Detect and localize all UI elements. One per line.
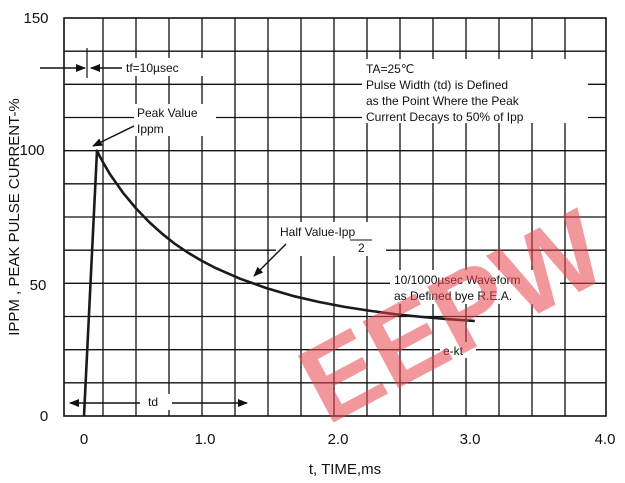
- peak-arrow: [92, 125, 135, 147]
- x-tick-label: 3.0: [460, 431, 481, 448]
- x-axis-title: t, TIME,ms: [309, 461, 381, 478]
- y-tick-label: 0: [40, 408, 48, 425]
- ta-note-line: Pulse Width (td) is Defined: [366, 78, 508, 92]
- half-value-label: Half Value-Ipp: [280, 225, 355, 239]
- tf-label: tf=10µsec: [126, 61, 179, 75]
- half-value-denominator: 2: [358, 241, 365, 255]
- half-value-arrow: [253, 243, 287, 277]
- peak-label-line: Ippm: [137, 122, 164, 136]
- tf-annotation: tf=10µsec: [40, 48, 204, 78]
- waveform-annotation: 10/1000µsec Waveform as Defined bye R.E.…: [390, 270, 560, 304]
- ta-note-line: as the Point Where the Peak: [366, 94, 520, 108]
- td-label: td: [148, 395, 158, 409]
- y-tick-label: 150: [23, 10, 48, 27]
- y-tick-label: 100: [19, 142, 44, 159]
- waveform-line: 10/1000µsec Waveform: [394, 273, 521, 287]
- waveform-bg: [390, 270, 560, 304]
- tf-label-bg: [124, 58, 204, 76]
- series-layer: [82, 149, 475, 417]
- ta-note-line: Current Decays to 50% of Ipp: [366, 110, 524, 124]
- x-tick-label: 1.0: [195, 431, 216, 448]
- peak-label-line: Peak Value: [137, 106, 198, 120]
- ekt-bg: [440, 342, 476, 358]
- plot-frame: [63, 17, 607, 417]
- peak-annotation: Peak Value Ippm: [92, 104, 216, 147]
- y-tick-label: 50: [30, 277, 47, 294]
- half-value-annotation: Half Value-Ipp 2: [253, 222, 386, 277]
- x-tick-label: 2.0: [328, 431, 349, 448]
- waveform-line: as Defined bye R.E.A.: [394, 289, 512, 303]
- x-tick-labels: 0 1.0 2.0 3.0 4.0: [80, 431, 616, 448]
- ekt-label: e-kt: [443, 344, 464, 358]
- x-tick-label: 0: [80, 431, 88, 448]
- x-tick-label: 4.0: [595, 431, 616, 448]
- y-axis-title: IPPM , PEAK PULSE CURRENT-%: [6, 98, 23, 336]
- peak-label-bg: [134, 104, 216, 136]
- series-line: [82, 149, 475, 417]
- y-tick-labels: 150 100 50 0: [19, 10, 48, 425]
- td-label-bg: [142, 394, 170, 410]
- ta-note: TA=25℃ Pulse Width (td) is Defined as th…: [362, 59, 588, 124]
- td-annotation: td: [69, 394, 248, 410]
- ta-note-line: TA=25℃: [366, 62, 414, 76]
- half-value-bg: [276, 222, 386, 256]
- ta-note-bg: [362, 59, 588, 123]
